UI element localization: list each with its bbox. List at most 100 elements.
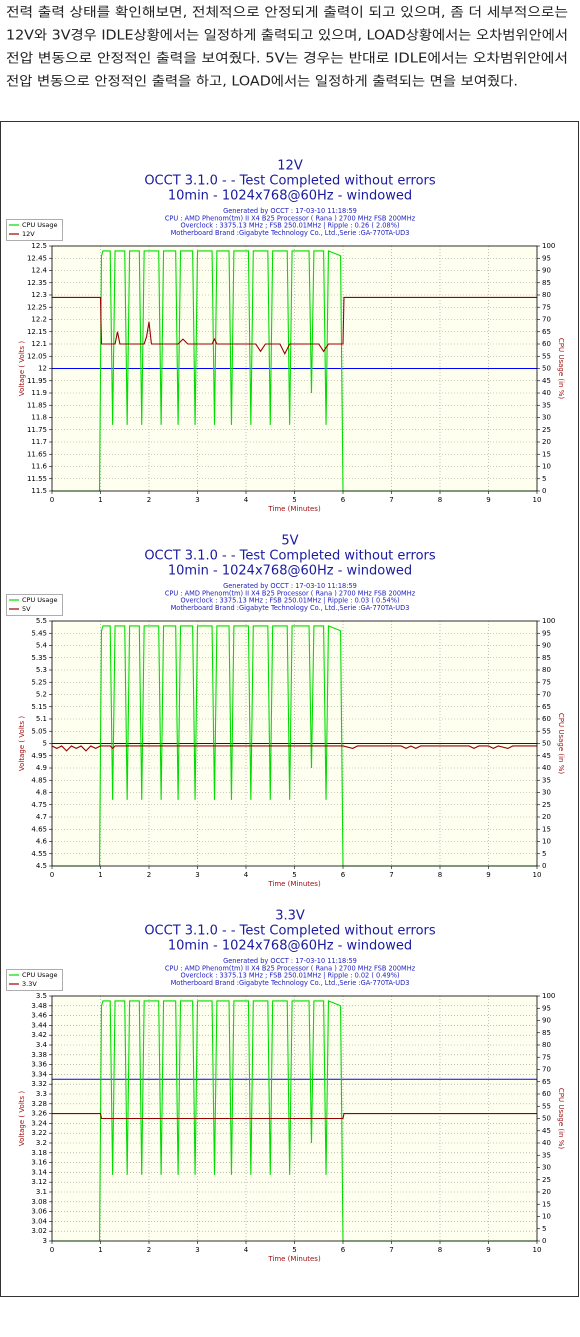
y2-tick-label: 10 [542, 838, 551, 846]
y2-tick-label: 45 [542, 377, 551, 385]
y-tick-label: 4.95 [31, 752, 47, 760]
legend-label: CPU Usage [22, 971, 58, 979]
y-tick-label: 4.65 [31, 825, 47, 833]
y2-tick-label: 70 [542, 1066, 551, 1074]
y2-tick-label: 5 [542, 850, 546, 858]
y-tick-label: 5.15 [31, 703, 47, 711]
y-tick-label: 3.32 [31, 1080, 47, 1088]
x-tick-label: 5 [292, 496, 296, 504]
y-tick-label: 12.05 [27, 352, 47, 360]
x-tick-label: 5 [292, 871, 296, 879]
y2-tick-label: 75 [542, 303, 551, 311]
chart-title: 12V [277, 159, 303, 174]
legend-label: 3.3V [22, 980, 37, 988]
info-line: Motherboard Brand :Gigabyte Technology C… [171, 979, 410, 987]
x-tick-label: 9 [486, 871, 490, 879]
y-axis-label: Voltage ( Volts ) [18, 341, 26, 397]
y-tick-label: 3.48 [31, 1002, 47, 1010]
y-tick-label: 11.6 [31, 463, 47, 471]
x-tick-label: 9 [486, 1246, 490, 1254]
y2-tick-label: 100 [542, 617, 555, 625]
y2-tick-label: 30 [542, 414, 551, 422]
info-line: Generated by OCCT : 17-03-10 11:18:59 [223, 957, 357, 965]
y2-tick-label: 90 [542, 267, 551, 275]
chart-subtitle: 10min - 1024x768@60Hz - windowed [168, 939, 412, 954]
y2-tick-label: 75 [542, 1053, 551, 1061]
y2-tick-label: 35 [542, 776, 551, 784]
y2-tick-label: 25 [542, 801, 551, 809]
y-tick-label: 5.1 [36, 715, 47, 723]
y-tick-label: 5.4 [36, 642, 48, 650]
y2-tick-label: 5 [542, 1225, 546, 1233]
y2-tick-label: 30 [542, 1164, 551, 1172]
y-tick-label: 12.35 [27, 279, 47, 287]
info-line: Generated by OCCT : 17-03-10 11:18:59 [223, 207, 357, 215]
info-line: CPU : AMD Phenom(tm) II X4 B25 Processor… [165, 214, 416, 222]
y2-tick-label: 55 [542, 1102, 551, 1110]
y-tick-label: 3.36 [31, 1061, 47, 1069]
y-tick-label: 12.4 [31, 267, 47, 275]
y-tick-label: 11.55 [27, 475, 47, 483]
y-tick-label: 4.9 [36, 764, 47, 772]
y2-tick-label: 75 [542, 678, 551, 686]
y2-tick-label: 0 [542, 862, 546, 870]
y-tick-label: 11.95 [27, 377, 47, 385]
x-tick-label: 8 [438, 871, 442, 879]
y-tick-label: 5.25 [31, 678, 47, 686]
chart-subtitle: OCCT 3.1.0 - - Test Completed without er… [144, 174, 436, 189]
y2-tick-label: 100 [542, 242, 555, 250]
x-axis-label: Time (Minutes) [267, 880, 321, 888]
y2-tick-label: 25 [542, 1176, 551, 1184]
legend-label: CPU Usage [22, 596, 58, 604]
data-line [52, 250, 537, 492]
y-tick-label: 12.5 [31, 242, 47, 250]
y-tick-label: 11.5 [31, 487, 47, 495]
x-tick-label: 4 [244, 871, 249, 879]
plot-border [51, 995, 538, 1242]
y-tick-label: 3.14 [31, 1168, 47, 1176]
y2-tick-label: 95 [542, 1004, 551, 1012]
y2-tick-label: 90 [542, 1017, 551, 1025]
x-tick-label: 0 [50, 871, 54, 879]
y-tick-label: 4.55 [31, 850, 47, 858]
y2-tick-label: 20 [542, 813, 551, 821]
x-tick-label: 5 [292, 1246, 296, 1254]
y-axis-label: Voltage ( Volts ) [18, 716, 26, 772]
x-tick-label: 0 [50, 496, 54, 504]
paragraph-line: 12V와 3V경우 IDLE상황에서는 일정하게 출력되고 있으며, LOAD상… [6, 29, 568, 44]
x-tick-label: 7 [389, 496, 393, 504]
legend-label: CPU Usage [22, 221, 58, 229]
y-tick-label: 3.02 [31, 1227, 47, 1235]
x-tick-label: 10 [533, 1246, 542, 1254]
y-tick-label: 3.22 [31, 1129, 47, 1137]
y-tick-label: 3.44 [31, 1021, 47, 1029]
y-tick-label: 3.34 [31, 1070, 47, 1078]
y2-tick-label: 70 [542, 316, 551, 324]
y-tick-label: 3.08 [31, 1198, 47, 1206]
y2-axis-label: CPU Usage (in %) [557, 338, 565, 399]
x-tick-label: 7 [389, 1246, 393, 1254]
chart-subtitle: OCCT 3.1.0 - - Test Completed without er… [144, 924, 436, 939]
y2-tick-label: 60 [542, 1090, 551, 1098]
paragraph-line: 전압 변동으로 안정적인 출력을 보여줬다. 5V는 경우는 반대로 IDLE에… [6, 52, 568, 67]
y-tick-label: 4.85 [31, 776, 47, 784]
y2-axis-label: CPU Usage (in %) [557, 1088, 565, 1149]
x-tick-label: 4 [244, 496, 249, 504]
y-tick-label: 3 [43, 1237, 47, 1245]
chart-subtitle: 10min - 1024x768@60Hz - windowed [168, 564, 412, 579]
y2-tick-label: 0 [542, 1237, 546, 1245]
y-tick-label: 11.8 [31, 414, 47, 422]
x-tick-label: 2 [147, 1246, 151, 1254]
y-tick-label: 12 [38, 365, 47, 373]
info-line: Overclock : 3375.13 MHz ; FSB 250.01MHz … [180, 222, 399, 230]
y2-tick-label: 45 [542, 752, 551, 760]
chart-title: 5V [281, 534, 298, 549]
y-tick-label: 5.45 [31, 629, 47, 637]
y2-tick-label: 15 [542, 1200, 551, 1208]
y2-tick-label: 40 [542, 389, 551, 397]
y-tick-label: 12.2 [31, 316, 47, 324]
y2-tick-label: 95 [542, 254, 551, 262]
y2-tick-label: 35 [542, 401, 551, 409]
y2-axis-label: CPU Usage (in %) [557, 713, 565, 774]
